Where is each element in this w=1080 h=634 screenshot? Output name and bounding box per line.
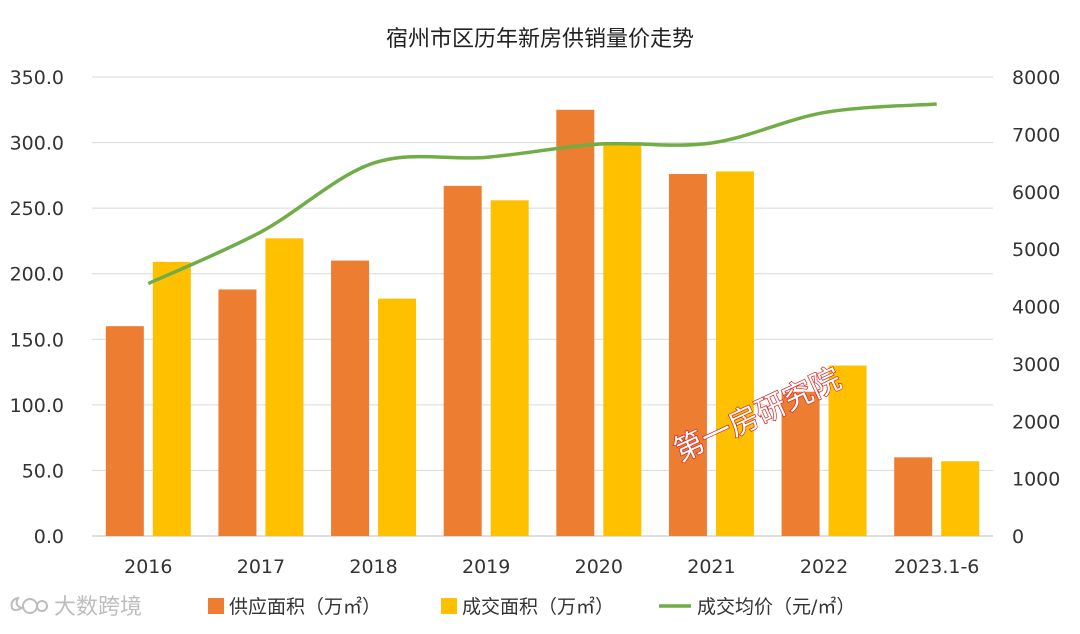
y-left-tick-label: 0.0 <box>34 526 64 548</box>
y-left-tick-label: 300.0 <box>10 133 64 155</box>
y-right-tick-label: 5000 <box>1012 239 1060 261</box>
y-right-tick-label: 8000 <box>1012 67 1060 89</box>
y-right-tick-label: 7000 <box>1012 124 1060 146</box>
x-tick-label: 2022 <box>800 556 848 578</box>
bar-sold <box>941 461 980 536</box>
x-tick-label: 2023.1-6 <box>894 556 979 578</box>
y-axis-right: 0 1000 2000 3000 4000 5000 6000 7000 8000 <box>1012 67 1060 548</box>
bar-supply <box>781 391 820 536</box>
chart-title: 宿州市区历年新房供销量价走势 <box>386 27 694 52</box>
y-right-tick-label: 2000 <box>1012 411 1060 433</box>
y-right-tick-label: 4000 <box>1012 297 1060 319</box>
y-right-tick-label: 1000 <box>1012 469 1060 491</box>
y-right-tick-label: 0 <box>1012 526 1024 548</box>
bar-sold <box>490 200 529 536</box>
y-left-tick-label: 50.0 <box>22 460 64 482</box>
line-series-price <box>147 102 937 286</box>
bar-sold <box>265 238 304 536</box>
y-left-tick-label: 200.0 <box>10 264 64 286</box>
bar-supply <box>105 326 144 536</box>
bar-sold <box>378 298 417 536</box>
y-left-tick-label: 150.0 <box>10 329 64 351</box>
weibo-icon <box>10 596 48 614</box>
brand-watermark: 大数跨境 <box>10 595 142 620</box>
bar-sold <box>715 171 754 536</box>
y-left-tick-label: 250.0 <box>10 198 64 220</box>
bar-sold <box>828 365 867 536</box>
bar-supply <box>331 260 370 536</box>
legend-label: 成交均价（元/㎡） <box>697 595 855 618</box>
price-line <box>147 102 937 286</box>
x-tick-label: 2021 <box>687 556 735 578</box>
legend-label: 成交面积（万㎡） <box>462 595 614 618</box>
x-tick-label: 2019 <box>462 556 510 578</box>
x-tick-label: 2016 <box>124 556 172 578</box>
legend-swatch <box>441 598 457 614</box>
legend-swatch <box>208 598 224 614</box>
y-right-tick-label: 6000 <box>1012 182 1060 204</box>
bars <box>105 109 980 537</box>
y-right-tick-label: 3000 <box>1012 354 1060 376</box>
bar-supply <box>668 174 707 536</box>
watermark-text: 大数跨境 <box>54 595 142 620</box>
y-axis-left: 0.0 50.0 100.0 150.0 200.0 250.0 300.0 350.0 <box>10 67 64 548</box>
legend-label: 供应面积（万㎡） <box>229 595 381 618</box>
bar-supply <box>894 457 933 536</box>
x-tick-label: 2020 <box>575 556 623 578</box>
x-tick-label: 2017 <box>237 556 285 578</box>
x-tick-label: 2018 <box>349 556 397 578</box>
x-axis: 2016 2017 2018 2019 2020 2021 2022 2023.1-6 <box>124 556 979 578</box>
bar-supply <box>556 109 595 537</box>
y-left-tick-label: 100.0 <box>10 395 64 417</box>
legend: 供应面积（万㎡） 成交面积（万㎡） 成交均价（元/㎡） <box>208 595 855 618</box>
bar-sold <box>603 142 642 537</box>
y-left-tick-label: 350.0 <box>10 67 64 89</box>
bar-supply <box>443 185 482 536</box>
bar-sold <box>152 261 191 536</box>
bar-supply <box>218 289 257 536</box>
